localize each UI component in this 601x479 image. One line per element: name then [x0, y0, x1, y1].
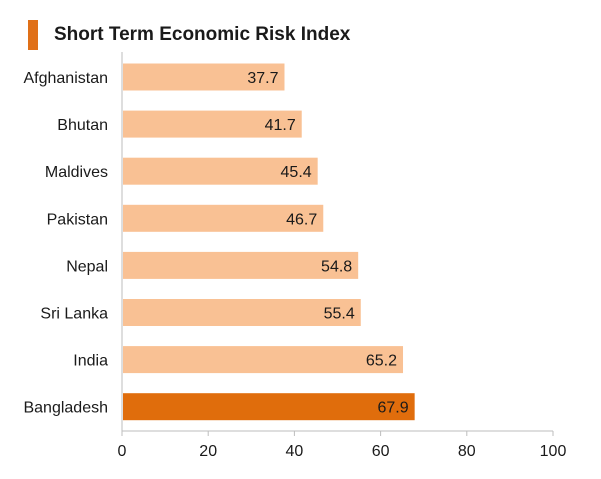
- x-tick-label: 0: [118, 443, 127, 460]
- category-label-bangladesh: Bangladesh: [23, 400, 108, 417]
- category-label-india: India: [73, 353, 108, 370]
- value-label-nepal: 54.8: [321, 258, 352, 275]
- value-label-bangladesh: 67.9: [378, 400, 409, 417]
- x-tick-label: 40: [286, 443, 304, 460]
- x-tick-label: 80: [458, 443, 476, 460]
- title-accent-bar: [28, 20, 38, 50]
- category-label-sri-lanka: Sri Lanka: [40, 306, 108, 323]
- category-label-maldives: Maldives: [45, 164, 108, 181]
- bar-maldives: [123, 157, 318, 185]
- category-label-bhutan: Bhutan: [57, 117, 108, 134]
- bar-pakistan: [123, 204, 324, 232]
- x-tick-label: 20: [199, 443, 217, 460]
- bar-nepal: [123, 251, 359, 279]
- bar-bhutan: [123, 110, 302, 138]
- category-label-pakistan: Pakistan: [47, 211, 108, 228]
- bar-india: [123, 346, 404, 374]
- category-label-afghanistan: Afghanistan: [23, 70, 108, 87]
- chart-title: Short Term Economic Risk Index: [54, 24, 351, 45]
- bar-afghanistan: [123, 63, 285, 91]
- value-label-bhutan: 41.7: [265, 117, 296, 134]
- value-label-pakistan: 46.7: [286, 211, 317, 228]
- value-label-maldives: 45.4: [281, 164, 312, 181]
- x-tick-label: 100: [540, 443, 567, 460]
- chart-title-group: Short Term Economic Risk Index: [28, 20, 350, 50]
- value-label-afghanistan: 37.7: [247, 70, 278, 87]
- value-label-sri-lanka: 55.4: [324, 306, 355, 323]
- x-tick-label: 60: [372, 443, 390, 460]
- value-label-india: 65.2: [366, 353, 397, 370]
- bar-sri-lanka: [123, 299, 361, 326]
- bar-bangladesh: [123, 393, 415, 421]
- category-label-nepal: Nepal: [66, 258, 108, 275]
